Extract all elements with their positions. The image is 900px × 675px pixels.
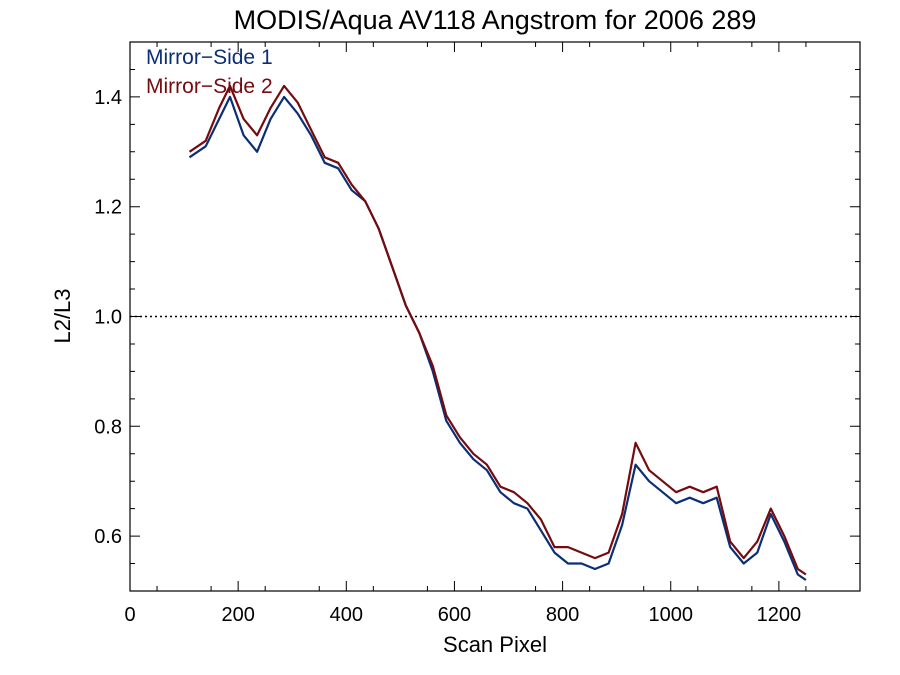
y-tick-label: 1.4: [94, 87, 122, 109]
series-line-mirror-side-2: [188, 84, 807, 576]
legend: Mirror−Side 1 Mirror−Side 2: [146, 46, 273, 98]
x-tick-label: 800: [546, 604, 579, 626]
y-tick-label: 1.0: [94, 307, 122, 329]
y-tick-label: 0.6: [94, 526, 122, 548]
x-tick-label: 0: [124, 604, 135, 626]
chart-title: MODIS/Aqua AV118 Angstrom for 2006 289: [234, 5, 757, 35]
x-axis-label: Scan Pixel: [443, 632, 547, 657]
legend-entry-2: Mirror−Side 2: [146, 75, 273, 98]
y-axis-label: L2/L3: [50, 288, 75, 343]
x-tick-label: 1000: [648, 604, 693, 626]
plot-frame: [129, 41, 861, 592]
series-line-mirror-side-1: [188, 95, 807, 581]
legend-entry-1: Mirror−Side 1: [146, 46, 273, 69]
y-tick-label: 1.2: [94, 197, 122, 219]
tick-labels: 0 200 400 600 800 1000 1200 0.6 0.8 1.0 1.2 1.4: [94, 87, 801, 626]
x-tick-label: 1200: [757, 604, 802, 626]
x-tick-label: 400: [330, 604, 363, 626]
x-tick-label: 200: [221, 604, 254, 626]
y-tick-label: 0.8: [94, 416, 122, 438]
series-lines: [188, 84, 807, 581]
x-tick-label: 600: [438, 604, 471, 626]
